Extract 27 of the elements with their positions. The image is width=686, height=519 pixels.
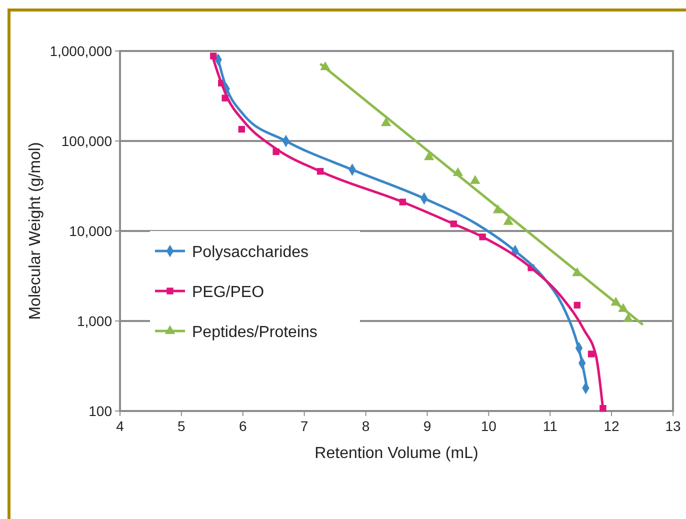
legend-label: Peptides/Proteins — [192, 324, 318, 341]
legend-label: PEG/PEO — [192, 284, 264, 301]
legend-label: Polysaccharides — [192, 244, 308, 261]
x-axis-title: Retention Volume (mL) — [314, 445, 478, 462]
x-tick-label: 12 — [604, 418, 620, 434]
point — [380, 117, 392, 126]
x-tick-label: 6 — [238, 418, 247, 434]
y-axis-title: Molecular Weight (g/mol) — [27, 142, 44, 320]
x-tick-label: 9 — [423, 418, 432, 434]
point — [574, 302, 580, 309]
point — [238, 126, 246, 133]
y-tick-label: 100 — [88, 403, 112, 419]
x-tick-label: 5 — [178, 418, 186, 434]
point — [588, 350, 595, 358]
x-tick-label: 4 — [116, 418, 124, 434]
y-tick-label: 1,000,000 — [50, 43, 112, 59]
y-tick-label: 1,000 — [76, 313, 112, 329]
point — [470, 175, 480, 184]
x-tick-label: 13 — [665, 418, 681, 434]
point — [623, 313, 634, 322]
x-tick-label: 10 — [480, 418, 497, 434]
x-tick-label: 7 — [300, 418, 308, 434]
x-tick-label: 8 — [362, 418, 370, 434]
y-tick-label: 10,000 — [69, 223, 112, 239]
x-tick-label: 11 — [542, 418, 558, 434]
y-tick-label: 100,000 — [61, 133, 112, 149]
point — [503, 216, 514, 225]
